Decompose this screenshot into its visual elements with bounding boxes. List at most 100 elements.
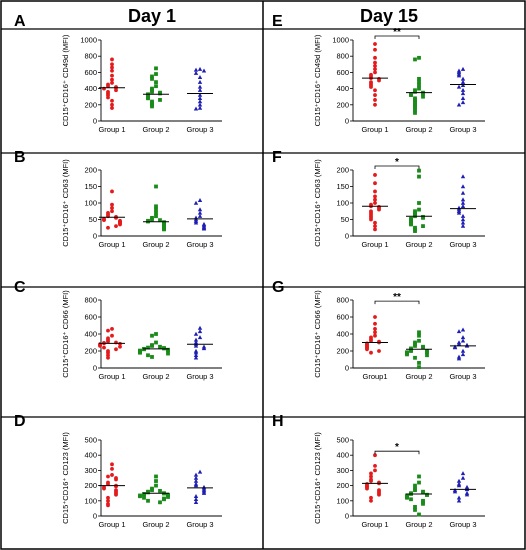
data-point bbox=[193, 350, 199, 355]
y-tick-label: 800 bbox=[336, 296, 349, 305]
data-point bbox=[417, 365, 421, 370]
x-tick-label: Group 3 bbox=[449, 372, 476, 381]
data-point bbox=[417, 83, 421, 88]
data-point bbox=[417, 338, 421, 343]
x-tick-label: Group 1 bbox=[361, 125, 388, 134]
panel-a: A CD15⁺CD16⁺ CD49d (MFI) 0 200 400 600 800 1000… bbox=[14, 13, 222, 134]
data-point bbox=[197, 335, 203, 340]
y-tick-label: 600 bbox=[84, 313, 97, 322]
y-tick-label: 50 bbox=[341, 215, 349, 224]
series-group-3 bbox=[187, 198, 213, 231]
data-point bbox=[373, 42, 377, 46]
series-group-1 bbox=[362, 173, 388, 232]
x-tick-label: Group 3 bbox=[186, 372, 213, 381]
data-point bbox=[197, 79, 203, 84]
series-group-2 bbox=[138, 332, 170, 359]
data-point bbox=[197, 84, 203, 89]
x-tick-label: Group 3 bbox=[186, 240, 213, 249]
data-point bbox=[166, 495, 170, 499]
data-point bbox=[460, 348, 466, 353]
significance-label: ** bbox=[393, 292, 401, 303]
panel-d: D CD15⁺CD16⁺ CD123 (MFI) 0 100 200 300 400 500 G… bbox=[14, 413, 222, 529]
data-point bbox=[373, 60, 377, 65]
data-point bbox=[146, 96, 150, 101]
y-axis-label: CD15⁺CD16⁺ CD63 (MFI) bbox=[61, 159, 70, 247]
data-point bbox=[417, 330, 421, 335]
series-group-2 bbox=[405, 330, 432, 370]
data-point bbox=[413, 57, 417, 62]
data-point bbox=[146, 490, 150, 495]
data-point bbox=[417, 480, 421, 485]
data-point bbox=[154, 332, 158, 336]
panel-b: B CD15⁺CD16⁺ CD63 (MFI) 0 50 100 150 200 Group … bbox=[14, 149, 222, 249]
data-point bbox=[150, 104, 154, 109]
data-point bbox=[150, 355, 154, 359]
panel-f: F CD15⁺CD16⁺ CD63 (MFI) 0 50 100 150 200 Group … bbox=[272, 149, 485, 249]
data-point bbox=[413, 111, 417, 115]
data-point bbox=[413, 355, 417, 360]
data-point bbox=[365, 347, 369, 352]
data-point bbox=[373, 227, 377, 232]
x-tick-label: Group 2 bbox=[142, 372, 169, 381]
data-point bbox=[110, 206, 114, 210]
data-point bbox=[373, 327, 377, 331]
data-point bbox=[193, 475, 199, 480]
y-tick-label: 200 bbox=[84, 347, 97, 356]
data-point bbox=[460, 471, 466, 476]
data-point bbox=[417, 168, 421, 173]
data-point bbox=[197, 329, 203, 334]
header-day1: Day 1 bbox=[128, 6, 176, 26]
data-point bbox=[154, 214, 158, 219]
data-point bbox=[197, 92, 203, 97]
x-tick-label: Group 2 bbox=[142, 520, 169, 529]
y-tick-label: 200 bbox=[84, 100, 97, 109]
data-point bbox=[377, 349, 381, 353]
data-point bbox=[373, 197, 377, 202]
data-point bbox=[456, 102, 462, 107]
data-point bbox=[106, 503, 110, 508]
data-point bbox=[369, 498, 373, 503]
data-point bbox=[110, 333, 114, 338]
data-point bbox=[114, 477, 118, 482]
data-point bbox=[114, 484, 118, 489]
data-point bbox=[460, 96, 466, 101]
y-tick-label: 600 bbox=[336, 68, 349, 77]
x-tick-label: Group 2 bbox=[405, 240, 432, 249]
data-point bbox=[110, 77, 114, 82]
data-point bbox=[197, 66, 203, 71]
data-point bbox=[425, 349, 429, 354]
significance-bracket bbox=[374, 165, 420, 169]
y-tick-label: 400 bbox=[336, 330, 349, 339]
data-point bbox=[114, 347, 118, 352]
x-tick-label: Group 3 bbox=[449, 125, 476, 134]
data-point bbox=[460, 79, 466, 84]
data-point bbox=[193, 496, 199, 501]
data-point bbox=[417, 55, 421, 60]
y-tick-label: 400 bbox=[84, 84, 97, 93]
data-point bbox=[150, 488, 154, 493]
y-tick-label: 200 bbox=[84, 481, 97, 490]
data-point bbox=[110, 62, 114, 67]
data-point bbox=[146, 345, 150, 350]
data-point bbox=[150, 217, 154, 222]
data-point bbox=[197, 198, 203, 203]
data-point bbox=[158, 218, 162, 223]
data-point bbox=[373, 220, 377, 225]
data-point bbox=[456, 73, 462, 78]
header-day15: Day 15 bbox=[360, 6, 418, 26]
x-tick-label: Group 2 bbox=[142, 240, 169, 249]
y-tick-label: 800 bbox=[84, 296, 97, 305]
data-point bbox=[197, 96, 203, 101]
data-point bbox=[373, 98, 377, 102]
data-point bbox=[373, 181, 377, 186]
x-tick-label: Group 1 bbox=[361, 520, 388, 529]
significance-label: * bbox=[395, 442, 399, 453]
data-point bbox=[118, 222, 122, 227]
panel-letter: B bbox=[14, 149, 26, 166]
y-tick-label: 400 bbox=[84, 451, 97, 460]
data-point bbox=[460, 338, 466, 343]
data-point bbox=[110, 68, 114, 73]
data-point bbox=[413, 483, 417, 488]
